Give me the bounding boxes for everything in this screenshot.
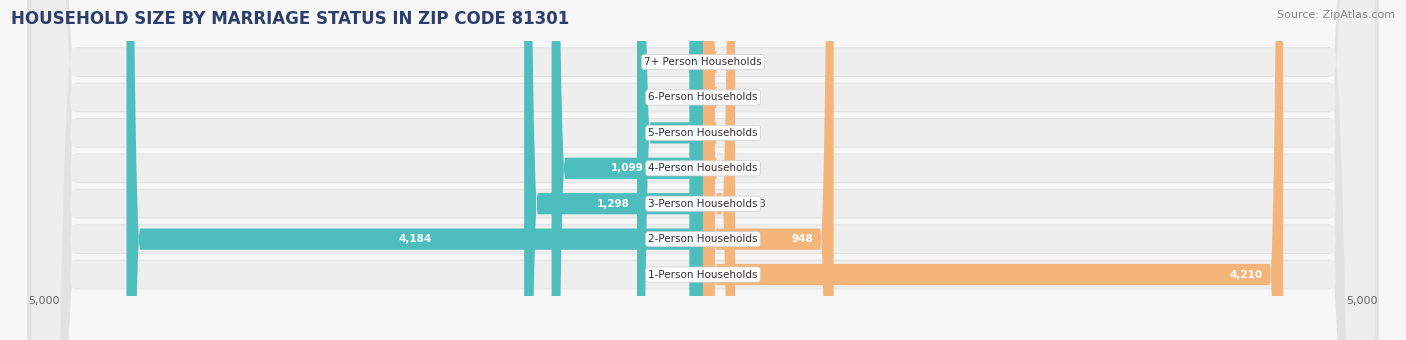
Text: 0: 0 xyxy=(725,92,731,102)
FancyBboxPatch shape xyxy=(31,0,1375,340)
Text: 1-Person Households: 1-Person Households xyxy=(648,270,758,279)
Text: Source: ZipAtlas.com: Source: ZipAtlas.com xyxy=(1277,10,1395,20)
FancyBboxPatch shape xyxy=(28,0,1378,340)
Text: 3-Person Households: 3-Person Households xyxy=(648,199,758,209)
FancyBboxPatch shape xyxy=(28,0,1378,340)
FancyBboxPatch shape xyxy=(31,0,1375,340)
FancyBboxPatch shape xyxy=(702,0,717,340)
Text: 5: 5 xyxy=(725,128,731,138)
FancyBboxPatch shape xyxy=(637,0,703,340)
Text: HOUSEHOLD SIZE BY MARRIAGE STATUS IN ZIP CODE 81301: HOUSEHOLD SIZE BY MARRIAGE STATUS IN ZIP… xyxy=(11,10,569,28)
Text: 6-Person Households: 6-Person Households xyxy=(648,92,758,102)
FancyBboxPatch shape xyxy=(31,0,1375,340)
FancyBboxPatch shape xyxy=(703,0,834,340)
FancyBboxPatch shape xyxy=(700,0,717,340)
Text: 4,184: 4,184 xyxy=(398,234,432,244)
Text: 233: 233 xyxy=(747,199,766,209)
FancyBboxPatch shape xyxy=(551,0,703,340)
Text: 5,000: 5,000 xyxy=(1347,296,1378,306)
Legend: Family, Nonfamily: Family, Nonfamily xyxy=(612,338,794,340)
FancyBboxPatch shape xyxy=(28,0,1378,340)
Text: 5-Person Households: 5-Person Households xyxy=(648,128,758,138)
Text: 1,298: 1,298 xyxy=(598,199,630,209)
Text: 4-Person Households: 4-Person Households xyxy=(648,163,758,173)
FancyBboxPatch shape xyxy=(700,0,717,340)
FancyBboxPatch shape xyxy=(31,0,1375,340)
FancyBboxPatch shape xyxy=(28,0,1378,340)
Text: 0: 0 xyxy=(725,57,731,67)
FancyBboxPatch shape xyxy=(28,0,1378,340)
Text: 7+ Person Households: 7+ Person Households xyxy=(644,57,762,67)
FancyBboxPatch shape xyxy=(127,0,703,340)
FancyBboxPatch shape xyxy=(700,0,717,340)
Text: 948: 948 xyxy=(792,234,813,244)
FancyBboxPatch shape xyxy=(28,0,1378,340)
FancyBboxPatch shape xyxy=(28,0,1378,340)
FancyBboxPatch shape xyxy=(703,0,1284,340)
Text: 1,099: 1,099 xyxy=(612,163,644,173)
Text: 479: 479 xyxy=(659,128,681,138)
Text: 85: 85 xyxy=(725,163,740,173)
FancyBboxPatch shape xyxy=(31,0,1375,340)
Text: 99: 99 xyxy=(668,57,681,67)
FancyBboxPatch shape xyxy=(689,0,710,340)
FancyBboxPatch shape xyxy=(31,0,1375,340)
FancyBboxPatch shape xyxy=(524,0,703,340)
Text: 5,000: 5,000 xyxy=(28,296,59,306)
FancyBboxPatch shape xyxy=(689,0,703,340)
Text: 2-Person Households: 2-Person Households xyxy=(648,234,758,244)
FancyBboxPatch shape xyxy=(703,0,735,340)
Text: 44: 44 xyxy=(675,92,689,102)
Text: 4,210: 4,210 xyxy=(1229,270,1263,279)
FancyBboxPatch shape xyxy=(31,0,1375,340)
